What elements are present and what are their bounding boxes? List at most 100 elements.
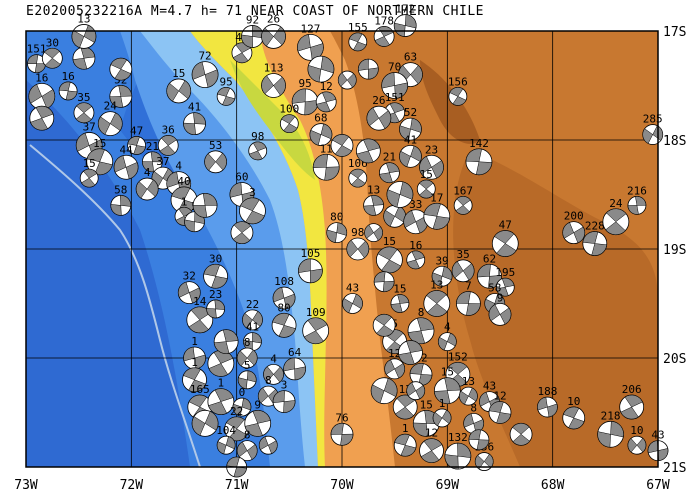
beachball-marker[interactable]: 8 [407, 306, 435, 345]
beachball-marker[interactable] [330, 134, 354, 157]
beachball-marker[interactable]: 80 [326, 211, 348, 244]
beachball-marker[interactable]: 12 [419, 427, 444, 464]
beachball-marker[interactable]: 15 [412, 398, 440, 437]
beachball-marker[interactable]: 15 [375, 235, 403, 274]
beachball-marker[interactable]: 41 [399, 133, 422, 168]
beachball-marker[interactable]: 98 [248, 130, 268, 161]
beachball-marker[interactable]: 4 [263, 352, 284, 385]
beachball-marker[interactable]: 32 [177, 270, 201, 305]
beachball-marker[interactable] [406, 381, 426, 401]
beachball-marker[interactable]: 216 [627, 184, 647, 215]
beachball-marker[interactable]: 47 [127, 124, 147, 155]
beachball-marker[interactable]: 1 [183, 335, 206, 370]
beachball-marker[interactable]: 58 [110, 183, 132, 216]
beachball-marker[interactable]: 72 [191, 50, 219, 88]
beachball-marker[interactable] [364, 223, 384, 243]
beachball-marker[interactable]: 41 [183, 101, 206, 136]
beachball-marker[interactable]: 23 [419, 143, 444, 180]
beachball-marker[interactable]: 39 [431, 254, 453, 287]
beachball-marker[interactable]: 206 [619, 383, 645, 420]
beachball-marker[interactable] [29, 105, 55, 131]
beachball-marker[interactable]: 41 [243, 321, 262, 352]
beachball-marker[interactable]: 36 [157, 123, 179, 156]
beachball-marker[interactable]: 35 [451, 248, 475, 283]
beachball-marker[interactable]: 16 [406, 239, 426, 270]
beachball-marker[interactable] [355, 138, 381, 164]
beachball-marker[interactable]: 15 [166, 67, 192, 104]
beachball-marker[interactable]: 14 [186, 295, 214, 334]
beachball-marker[interactable]: 104 [216, 424, 236, 455]
beachball-marker[interactable]: 142 [465, 137, 493, 176]
beachball-marker[interactable]: 132 [444, 431, 472, 470]
beachball-marker[interactable]: 5 [237, 359, 257, 390]
beachball-marker[interactable]: 98 [346, 226, 370, 261]
beachball-marker[interactable] [357, 58, 379, 80]
beachball-marker[interactable]: 30 [41, 36, 63, 69]
beachball-marker[interactable]: 151 [27, 43, 47, 74]
beachball-marker[interactable] [372, 313, 396, 337]
beachball-marker[interactable]: 13 [423, 279, 451, 317]
beachball-marker[interactable]: 7 [455, 280, 481, 316]
beachball-marker[interactable]: 4 [135, 166, 159, 201]
beachball-marker[interactable]: 15 [416, 168, 436, 199]
beachball-marker[interactable]: 47 [491, 219, 519, 257]
beachball-marker[interactable]: 109 [302, 306, 330, 345]
beachball-marker[interactable]: 12 [315, 80, 337, 113]
beachball-marker[interactable]: 8 [236, 429, 258, 462]
beachball-marker[interactable]: 1 [393, 422, 417, 457]
beachball-marker[interactable]: 95 [216, 75, 236, 106]
beachball-marker[interactable]: 12 [384, 347, 406, 380]
beachball-marker[interactable]: 16 [28, 71, 56, 110]
beachball-marker[interactable]: 3 [239, 186, 266, 225]
beachball-marker[interactable]: 4 [437, 321, 457, 352]
beachball-marker[interactable]: 8 [236, 336, 258, 369]
beachball-marker[interactable]: 15 [433, 366, 461, 405]
beachball-marker[interactable]: 1 [432, 397, 452, 428]
beachball-marker[interactable]: 15 [79, 157, 99, 188]
beachball-marker[interactable]: 30 [203, 252, 229, 289]
beachball-marker[interactable]: 10 [627, 424, 647, 455]
beachball-marker[interactable] [468, 429, 490, 451]
beachball-marker[interactable]: 0 [232, 386, 252, 417]
beachball-marker[interactable]: 35 [73, 91, 95, 124]
beachball-marker[interactable]: 24 [602, 197, 630, 236]
beachball-marker[interactable]: 80 [271, 301, 297, 338]
beachball-marker[interactable]: 113 [261, 62, 286, 98]
beachball-marker[interactable]: 9 [488, 291, 512, 326]
beachball-marker[interactable]: 13 [458, 375, 478, 406]
beachball-marker[interactable]: 70 [381, 61, 409, 99]
beachball-marker[interactable]: 23 [206, 288, 226, 319]
beachball-marker[interactable]: 52 [399, 106, 422, 141]
beachball-marker[interactable] [398, 340, 423, 365]
beachball-marker[interactable]: 21 [141, 140, 163, 173]
beachball-marker[interactable] [230, 221, 254, 245]
beachball-marker[interactable]: 155 [348, 21, 368, 52]
beachball-marker[interactable]: 127 [296, 22, 324, 61]
beachball-marker[interactable]: 200 [562, 210, 586, 245]
beachball-marker[interactable] [307, 55, 335, 83]
beachball-marker[interactable]: 3 [272, 379, 296, 414]
beachball-marker[interactable]: 53 [204, 139, 228, 174]
beachball-marker[interactable] [213, 329, 239, 355]
beachball-marker[interactable]: 13 [392, 383, 418, 420]
beachball-marker[interactable]: 26 [366, 94, 392, 131]
beachball-marker[interactable]: 167 [453, 184, 473, 215]
beachball-marker[interactable]: 9 [244, 398, 272, 437]
beachball-marker[interactable]: 11 [312, 142, 340, 181]
beachball-marker[interactable]: 13 [363, 183, 385, 216]
beachball-marker[interactable] [337, 70, 357, 90]
beachball-marker[interactable]: 22 [242, 298, 263, 331]
beachball-marker[interactable]: 156 [448, 75, 468, 106]
beachball-marker[interactable] [192, 192, 218, 218]
beachball-marker[interactable]: 17 [423, 191, 451, 230]
beachball-marker[interactable] [191, 409, 219, 437]
beachball-marker[interactable]: 12 [488, 390, 512, 424]
beachball-marker[interactable]: 15 [86, 137, 114, 176]
beachball-marker[interactable] [258, 435, 278, 455]
beachball-marker[interactable] [109, 57, 133, 81]
beachball-marker[interactable]: 100 [279, 103, 299, 134]
beachball-marker[interactable]: 188 [537, 385, 558, 418]
beachball-marker[interactable]: 24 [97, 100, 123, 137]
beachball-marker[interactable]: 10 [562, 395, 586, 430]
beachball-marker[interactable]: 195 [495, 266, 515, 297]
